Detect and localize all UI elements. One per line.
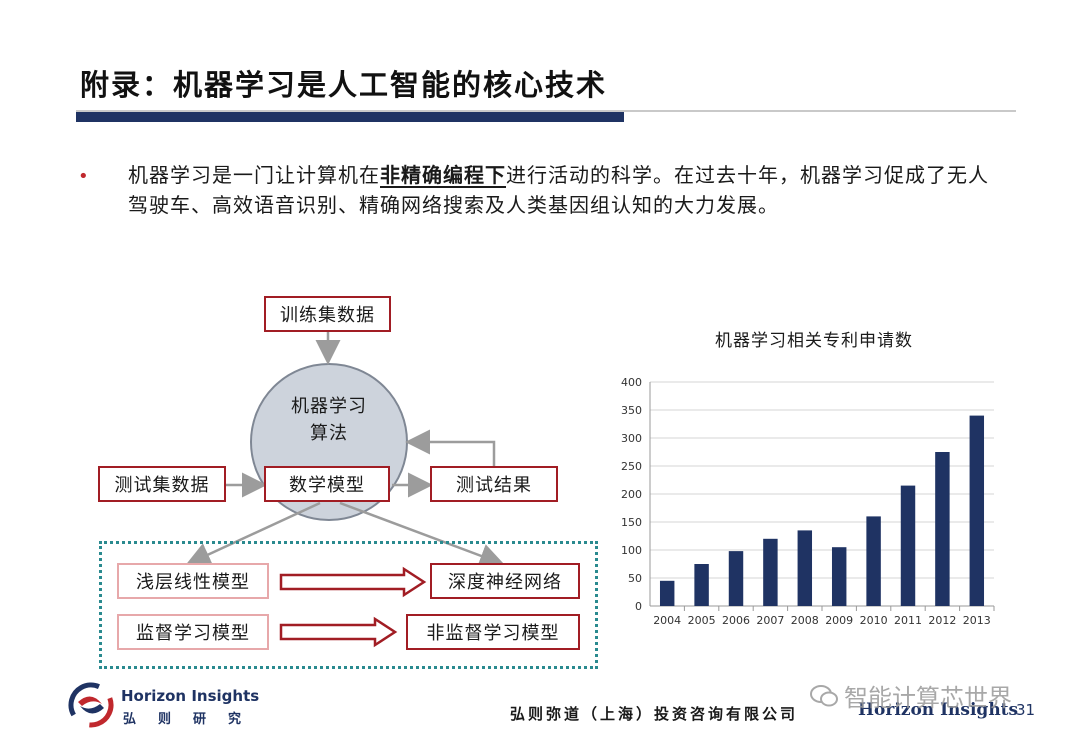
arrow-model-to-shallow <box>185 501 321 566</box>
y-tick-label: 300 <box>621 432 642 445</box>
hollow-arrow-supervised-to-unsupervised <box>279 616 398 648</box>
x-tick-label: 2010 <box>860 614 888 627</box>
y-tick-label: 350 <box>621 404 642 417</box>
math-model-box: 数学模型 <box>264 466 390 502</box>
footer-page-number: 31 <box>1016 701 1036 719</box>
ml-flow-diagram: 机器学习 算法 训练集数据 测试集数据 数学模型 测试结果 浅层线性模型 深度神… <box>98 296 598 669</box>
x-tick-label: 2011 <box>894 614 922 627</box>
chart-title: 机器学习相关专利申请数 <box>715 331 913 351</box>
arrow-result-feedback <box>405 429 496 466</box>
arrow-model-to-deep <box>339 501 505 568</box>
y-tick-label: 150 <box>621 516 642 529</box>
bar-2007 <box>763 538 778 606</box>
title-rule-thick <box>76 112 624 122</box>
patent-chart: 机器学习相关专利申请数 0 50 100 150 200 250 300 350 400 2004… <box>604 320 1004 630</box>
training-data-box: 训练集数据 <box>264 296 391 332</box>
title-rule-thin <box>76 110 1016 112</box>
x-tick-label: 2004 <box>653 614 681 627</box>
watermark: 智能计算芯世界 <box>810 678 1012 713</box>
bullet-emphasis: 非精确编程下 <box>380 163 506 187</box>
bar-2008 <box>797 530 813 606</box>
bar-2011 <box>900 485 916 606</box>
watermark-text: 智能计算芯世界 <box>844 684 1012 712</box>
x-tick-label: 2009 <box>825 614 853 627</box>
unsupervised-model-box: 非监督学习模型 <box>406 614 580 650</box>
bullet-text-after: 进行活动的科学。在过去十年，机器学习促成了无人驾驶车、高效语音识别、精确网络搜索… <box>128 163 989 217</box>
bar-2004 <box>659 580 675 606</box>
bullet-paragraph: 机器学习是一门让计算机在非精确编程下进行活动的科学。在过去十年，机器学习促成了无… <box>128 160 1008 220</box>
hollow-arrow-shallow-to-deep <box>279 566 427 598</box>
deep-network-box: 深度神经网络 <box>430 563 580 599</box>
x-tick-label: 2008 <box>791 614 819 627</box>
y-tick-label: 100 <box>621 544 642 557</box>
y-tick-label: 400 <box>621 376 642 389</box>
bullet-dot: • <box>78 166 89 187</box>
bar-2012 <box>935 452 950 606</box>
slide-title: 附录：机器学习是人工智能的核心技术 <box>80 68 608 102</box>
diagram-connectors <box>185 332 505 648</box>
x-tick-label: 2005 <box>688 614 716 627</box>
bar-2009 <box>831 547 847 606</box>
supervised-model-box: 监督学习模型 <box>117 614 269 650</box>
x-tick-label: 2013 <box>963 614 991 627</box>
algorithm-label: 机器学习 算法 <box>250 393 408 447</box>
y-tick-label: 250 <box>621 460 642 473</box>
wechat-icon <box>810 684 838 706</box>
bar-2006 <box>728 551 744 606</box>
y-tick-label: 200 <box>621 488 642 501</box>
algorithm-label-line1: 机器学习 <box>291 396 367 417</box>
footer-company: 弘则弥道（上海）投资咨询有限公司 <box>510 705 799 723</box>
x-tick-label: 2006 <box>722 614 750 627</box>
y-tick-label: 50 <box>628 572 642 585</box>
y-tick-label: 0 <box>635 600 642 613</box>
test-data-box: 测试集数据 <box>98 466 226 502</box>
model-types-dashed-frame <box>99 541 598 669</box>
logo-text-cn: 弘则研究 <box>123 712 264 727</box>
x-tick-label: 2007 <box>756 614 784 627</box>
bar-2013 <box>969 415 985 606</box>
x-tick-label: 2012 <box>928 614 956 627</box>
bar-2010 <box>866 516 881 606</box>
footer-brand: Horizon Insights <box>858 700 1019 720</box>
test-result-box: 测试结果 <box>430 466 558 502</box>
bullet-text-before: 机器学习是一门让计算机在 <box>128 163 380 187</box>
horizon-logo-icon <box>68 682 114 728</box>
chart-plot: 0 50 100 150 200 250 300 350 400 2004 2005 2006 2007… <box>621 376 995 627</box>
bar-2005 <box>694 564 709 606</box>
algorithm-label-line2: 算法 <box>310 423 348 444</box>
shallow-model-box: 浅层线性模型 <box>117 563 269 599</box>
logo-text-en: Horizon Insights <box>121 687 260 705</box>
